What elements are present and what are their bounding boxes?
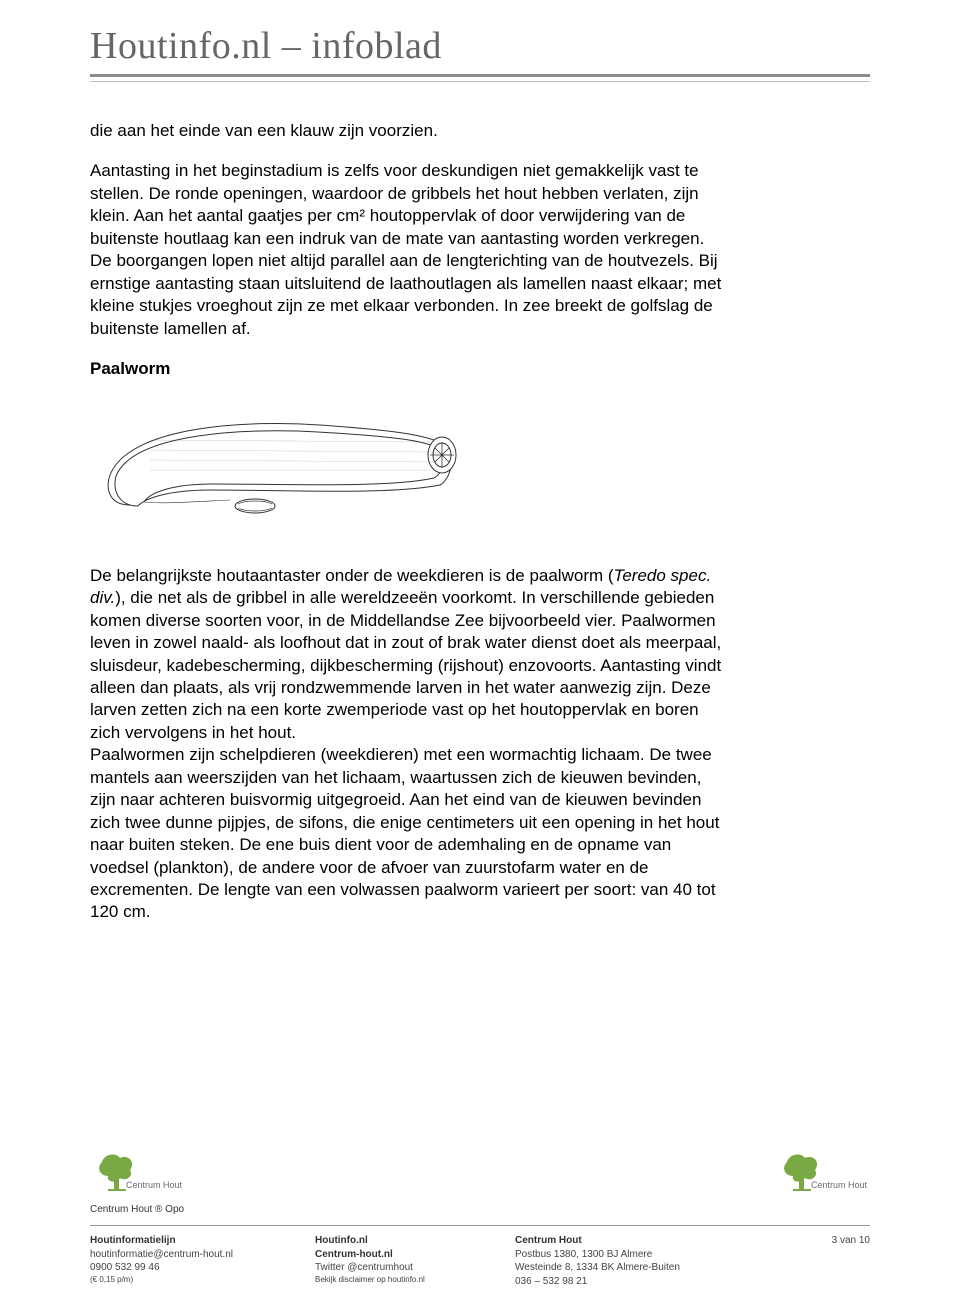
footer-c1-l1: Houtinformatielijn [90,1234,315,1248]
paragraph-aantasting: Aantasting in het beginstadium is zelfs … [90,160,730,340]
paalworm-text-second: Paalwormen zijn schelpdieren (weekdieren… [90,745,719,921]
svg-text:Centrum Hout: Centrum Hout [126,1180,183,1190]
footer-col-pagenum: 3 van 10 [745,1234,870,1288]
paragraph-paalworm: De belangrijkste houtaantaster onder de … [90,565,730,924]
paalworm-illustration [90,410,470,530]
paalworm-text-post: ), die net als de gribbel in alle wereld… [90,588,721,742]
header-divider-thin [90,81,870,82]
copyright-text: Centrum Hout ® Opo [90,1204,870,1215]
footer-col-address: Centrum Hout Postbus 1380, 1300 BJ Almer… [515,1234,745,1288]
footer-c2-l2: Centrum-hout.nl [315,1248,515,1262]
footer-divider [90,1225,870,1226]
footer-col-web: Houtinfo.nl Centrum-hout.nl Twitter @cen… [315,1234,515,1288]
paragraph-intro: die aan het einde van een klauw zijn voo… [90,120,730,142]
footer-col-infoline: Houtinformatielijn houtinformatie@centru… [90,1234,315,1288]
page-title: Houtinfo.nl – infoblad [90,24,870,74]
paalworm-text-pre: De belangrijkste houtaantaster onder de … [90,566,614,585]
page-footer: Centrum Hout Centrum Hout Centrum Hout ®… [0,1146,960,1296]
svg-text:Centrum Hout: Centrum Hout [811,1180,868,1190]
footer-c1-l2: houtinformatie@centrum-hout.nl [90,1248,315,1262]
footer-c2-l3: Twitter @centrumhout [315,1261,515,1275]
footer-c2-l1: Houtinfo.nl [315,1234,515,1248]
footer-c3-l2: Postbus 1380, 1300 BJ Almere [515,1248,745,1262]
centrum-hout-logo-left: Centrum Hout [90,1146,185,1198]
centrum-hout-logo-right: Centrum Hout [775,1146,870,1198]
page-number: 3 van 10 [745,1234,870,1248]
footer-c2-l4: Bekijk disclaimer op houtinfo.nl [315,1275,515,1286]
footer-c1-l3: 0900 532 99 46 [90,1261,315,1275]
header-divider-thick [90,74,870,77]
section-heading-paalworm: Paalworm [90,358,730,380]
footer-c3-l4: 036 – 532 98 21 [515,1275,745,1289]
body-content: die aan het einde van een klauw zijn voo… [90,120,730,924]
footer-c1-l4: (€ 0,15 p/m) [90,1275,315,1286]
footer-c3-l3: Westeinde 8, 1334 BK Almere-Buiten [515,1261,745,1275]
footer-c3-l1: Centrum Hout [515,1234,745,1248]
